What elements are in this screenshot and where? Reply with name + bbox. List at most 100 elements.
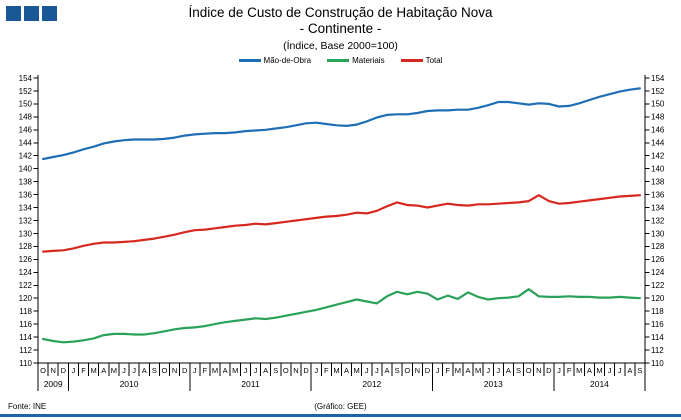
svg-text:N: N [293, 366, 298, 375]
logo-squares [6, 6, 57, 21]
svg-text:N: N [415, 366, 420, 375]
svg-text:J: J [122, 366, 126, 375]
svg-text:O: O [404, 366, 410, 375]
svg-text:136: 136 [651, 190, 665, 199]
legend-swatch [400, 59, 423, 62]
svg-text:F: F [81, 366, 86, 375]
svg-text:142: 142 [651, 152, 665, 161]
svg-text:118: 118 [19, 307, 32, 316]
svg-text:130: 130 [19, 229, 33, 238]
svg-text:S: S [395, 366, 400, 375]
series-total [41, 194, 642, 253]
svg-text:126: 126 [19, 255, 33, 264]
svg-text:J: J [557, 366, 561, 375]
logo-square [6, 6, 21, 21]
svg-text:144: 144 [651, 139, 665, 148]
svg-text:J: J [193, 366, 197, 375]
svg-text:J: J [436, 366, 440, 375]
svg-text:O: O [162, 366, 168, 375]
svg-text:J: J [244, 366, 248, 375]
svg-text:148: 148 [19, 113, 33, 122]
svg-text:F: F [324, 366, 329, 375]
svg-text:J: J [618, 366, 622, 375]
svg-text:A: A [223, 366, 228, 375]
svg-text:A: A [587, 366, 592, 375]
svg-text:M: M [455, 366, 461, 375]
svg-text:150: 150 [19, 100, 33, 109]
svg-text:A: A [142, 366, 147, 375]
credit-label: (Gráfico: GEE) [314, 402, 367, 411]
svg-text:150: 150 [651, 100, 665, 109]
legend-swatch [238, 59, 261, 62]
svg-text:J: J [365, 366, 369, 375]
svg-text:152: 152 [651, 87, 665, 96]
x-axis [37, 363, 646, 391]
svg-text:140: 140 [19, 164, 33, 173]
chart-legend: Mão-de-Obra Materiais Total [0, 56, 681, 65]
logo-square [24, 6, 39, 21]
svg-text:A: A [385, 366, 390, 375]
svg-text:M: M [232, 366, 238, 375]
svg-text:D: D [182, 366, 188, 375]
svg-text:A: A [344, 366, 349, 375]
legend-item-materiais: Materiais [327, 56, 385, 65]
svg-text:110: 110 [19, 359, 32, 368]
svg-text:A: A [465, 366, 470, 375]
svg-text:146: 146 [19, 126, 33, 135]
svg-text:118: 118 [651, 307, 664, 316]
svg-text:148: 148 [651, 113, 665, 122]
chart-note: (Índice, Base 2000=100) [283, 40, 398, 52]
svg-text:J: J [314, 366, 318, 375]
legend-label: Materiais [352, 56, 385, 65]
svg-text:134: 134 [19, 203, 33, 212]
svg-text:J: J [608, 366, 612, 375]
svg-text:138: 138 [19, 177, 33, 186]
svg-text:S: S [273, 366, 278, 375]
svg-text:110: 110 [651, 359, 664, 368]
svg-text:J: J [132, 366, 136, 375]
legend-label: Total [425, 56, 443, 65]
svg-text:124: 124 [19, 268, 33, 277]
svg-text:128: 128 [651, 242, 665, 251]
logo-square [42, 6, 57, 21]
svg-text:N: N [536, 366, 541, 375]
svg-text:S: S [152, 366, 157, 375]
svg-text:M: M [111, 366, 117, 375]
svg-text:M: M [596, 366, 602, 375]
svg-text:D: D [303, 366, 309, 375]
svg-text:130: 130 [651, 229, 665, 238]
svg-text:M: M [333, 366, 339, 375]
svg-text:138: 138 [651, 177, 665, 186]
svg-text:132: 132 [651, 216, 665, 225]
svg-text:A: A [263, 366, 268, 375]
axes [37, 75, 646, 364]
svg-text:F: F [445, 366, 450, 375]
y-axis-left: 110 112 114 116 118 120 122 124 126 128 130 132 134 1… [19, 74, 38, 368]
svg-text:140: 140 [651, 164, 665, 173]
svg-text:116: 116 [651, 320, 664, 329]
svg-text:S: S [516, 366, 521, 375]
svg-text:A: A [627, 366, 632, 375]
svg-text:144: 144 [19, 139, 33, 148]
svg-text:136: 136 [19, 190, 33, 199]
svg-text:112: 112 [651, 346, 664, 355]
svg-text:142: 142 [19, 152, 33, 161]
svg-text:J: J [254, 366, 258, 375]
svg-text:J: J [72, 366, 76, 375]
svg-text:2014: 2014 [590, 379, 609, 389]
svg-text:2010: 2010 [120, 379, 139, 389]
svg-text:M: M [475, 366, 481, 375]
svg-text:J: J [486, 366, 490, 375]
svg-text:J: J [496, 366, 500, 375]
svg-text:154: 154 [19, 74, 33, 83]
legend-label: Mão-de-Obra [263, 56, 312, 65]
svg-text:124: 124 [651, 268, 665, 277]
svg-text:A: A [101, 366, 106, 375]
svg-text:D: D [425, 366, 431, 375]
year-labels: 2009 2010 2011 2012 2013 2014 [44, 379, 609, 389]
svg-text:M: M [576, 366, 582, 375]
svg-text:120: 120 [651, 294, 665, 303]
